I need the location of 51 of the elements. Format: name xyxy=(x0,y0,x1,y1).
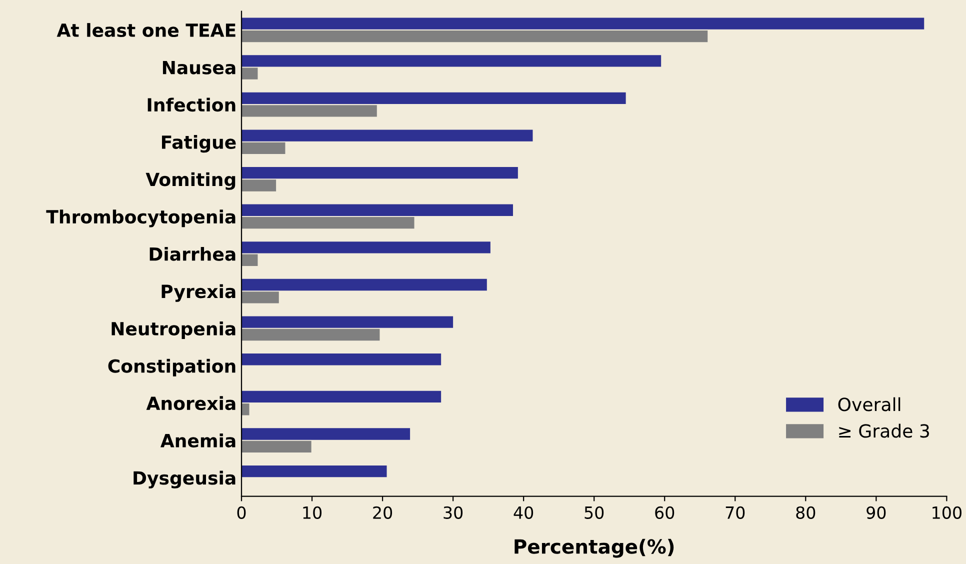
bar xyxy=(242,254,258,266)
x-tick-label: 90 xyxy=(866,506,886,519)
x-tick-label: 50 xyxy=(584,506,604,519)
y-tick-label: Pyrexia xyxy=(162,284,236,302)
y-tick-label: Fatigue xyxy=(162,135,236,153)
x-tick-label: 100 xyxy=(932,506,962,519)
x-tick-label: 80 xyxy=(796,506,816,519)
bar xyxy=(242,390,442,403)
bar xyxy=(242,354,442,366)
bar xyxy=(242,30,708,42)
bar xyxy=(242,55,662,67)
bar xyxy=(242,105,377,117)
x-tick-label: 30 xyxy=(444,506,463,519)
bar xyxy=(242,404,250,416)
bar xyxy=(242,292,279,304)
bar xyxy=(242,18,924,30)
y-tick-label: Dysgeusia xyxy=(134,470,236,488)
x-tick-label: 40 xyxy=(514,506,534,519)
y-tick-label: Anemia xyxy=(160,433,236,448)
y-tick-label: Diarrhea xyxy=(150,246,236,261)
bar xyxy=(242,130,533,142)
bar xyxy=(242,142,286,154)
x-tick-label: 10 xyxy=(303,506,322,519)
bar xyxy=(242,204,513,216)
y-tick-label: Infection xyxy=(148,98,236,112)
bar xyxy=(242,180,276,192)
bar xyxy=(242,68,258,80)
x-tick-label: 20 xyxy=(373,506,392,519)
x-tick-label: 0 xyxy=(237,506,246,519)
x-tick-label: 60 xyxy=(655,506,674,519)
bar xyxy=(242,167,518,179)
legend-label: ≥ Grade 3 xyxy=(839,424,929,438)
bar xyxy=(242,328,380,341)
bar xyxy=(242,216,414,229)
bar xyxy=(242,440,312,453)
bar xyxy=(242,278,487,291)
bar xyxy=(242,316,454,328)
bar xyxy=(242,242,490,254)
y-tick-label: Anorexia xyxy=(146,396,236,410)
y-tick-label: At least one TEAE xyxy=(56,23,236,38)
legend-label: Overall xyxy=(838,397,900,412)
y-tick-label: Thrombocytopenia xyxy=(46,210,236,228)
bar xyxy=(242,428,410,440)
x-axis-title: Percentage(%) xyxy=(514,538,674,558)
x-tick-label: 70 xyxy=(726,506,745,519)
y-tick-label: Nausea xyxy=(162,60,236,74)
y-tick-label: Constipation xyxy=(108,358,236,376)
y-tick-label: Neutropenia xyxy=(112,322,236,340)
bar xyxy=(242,92,626,104)
bar xyxy=(242,465,387,478)
y-tick-label: Vomiting xyxy=(146,172,236,190)
